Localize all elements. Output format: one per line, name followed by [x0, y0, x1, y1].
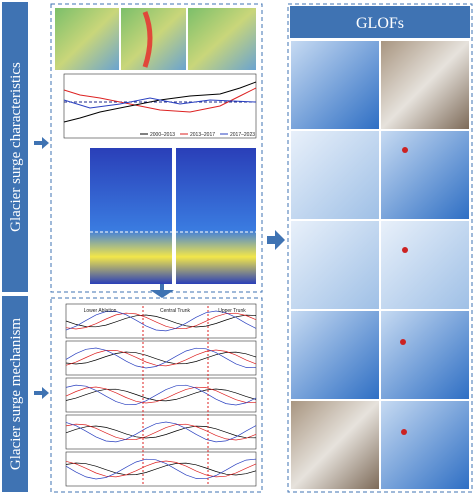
location-marker: [402, 247, 408, 253]
curve: [65, 425, 257, 439]
arrow: [34, 387, 49, 399]
line-plot: [65, 451, 257, 487]
legend-label: 2013–2017: [190, 132, 215, 138]
panel-frame: [287, 3, 473, 493]
glacier-trace: [142, 11, 153, 68]
side-label: Glacier surge mechanism: [8, 318, 24, 471]
legend-label: 2017–2023: [230, 132, 255, 138]
header: [290, 6, 470, 38]
legend-label: 2000–2013: [150, 132, 175, 138]
heatmap: [176, 148, 256, 284]
panel-frame: [50, 297, 263, 493]
curve: [65, 349, 257, 367]
curve: [65, 314, 257, 328]
location-marker: [401, 429, 407, 435]
curve: [65, 312, 257, 330]
curve: [63, 87, 257, 113]
location-marker: [402, 147, 408, 153]
side-label: Glacier surge characteristics: [8, 62, 24, 232]
line-plot: [65, 377, 257, 413]
curve: [65, 421, 257, 443]
line-plot: [65, 414, 257, 450]
map-image: [188, 8, 256, 70]
side-bar: [2, 296, 28, 492]
arrow: [267, 230, 285, 250]
map-image: [121, 8, 186, 70]
line-plot: [65, 340, 257, 376]
line-plot: [65, 303, 257, 339]
satellite-image: [291, 221, 379, 309]
curve: [63, 97, 257, 109]
satellite-image: [291, 41, 379, 129]
header-title: GLOFs: [356, 15, 404, 32]
satellite-image: [381, 131, 469, 219]
arrow: [150, 284, 174, 298]
curve: [65, 458, 257, 480]
satellite-image: [381, 401, 469, 489]
satellite-image: [291, 311, 379, 399]
curve: [65, 384, 257, 406]
zone-label: Lower Ablation: [84, 308, 117, 314]
line-plot: [63, 73, 257, 139]
side-bar: [2, 2, 28, 292]
curve: [65, 347, 257, 369]
arrow: [34, 137, 49, 149]
curve: [65, 386, 257, 404]
map-image: [55, 8, 119, 70]
zone-label: Upper Trunk: [218, 308, 246, 314]
zone-label: Central Trunk: [160, 308, 191, 314]
curve: [65, 351, 257, 365]
satellite-image: [291, 131, 379, 219]
satellite-image: [381, 221, 469, 309]
curve: [65, 423, 257, 441]
satellite-image: [381, 311, 469, 399]
curve: [65, 462, 257, 476]
location-marker: [400, 339, 406, 345]
curve: [65, 310, 257, 332]
satellite-image: [291, 401, 379, 489]
heatmap: [90, 148, 172, 284]
satellite-image: [381, 41, 469, 129]
